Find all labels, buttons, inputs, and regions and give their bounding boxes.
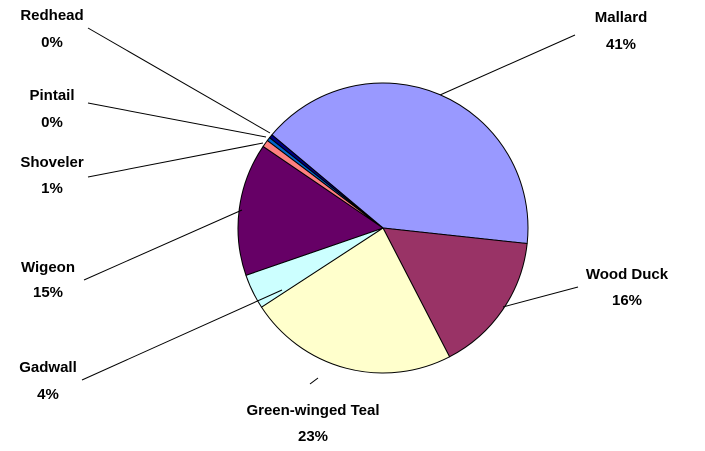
slice-value-label: 23% xyxy=(298,428,328,445)
leader-line xyxy=(309,377,319,385)
slice-label: Gadwall xyxy=(19,359,77,376)
pie-slice xyxy=(237,145,385,276)
slice-value-label: 41% xyxy=(606,36,636,53)
slice-label: Pintail xyxy=(29,87,74,104)
slice-label: Mallard xyxy=(595,9,648,26)
leader-line xyxy=(87,102,267,138)
slice-label: Wigeon xyxy=(21,259,75,276)
pie-slice xyxy=(260,227,451,374)
slice-value-label: 4% xyxy=(37,386,59,403)
slice-value-label: 15% xyxy=(33,284,63,301)
leader-line xyxy=(502,286,579,308)
leader-line xyxy=(87,142,264,178)
slice-value-label: 0% xyxy=(41,34,63,51)
pie-slice xyxy=(271,82,529,245)
slice-label: Green-winged Teal xyxy=(246,402,379,419)
slice-label: Wood Duck xyxy=(586,266,669,283)
leader-line xyxy=(83,209,243,281)
leader-line xyxy=(81,289,283,381)
slice-value-label: 0% xyxy=(41,114,63,131)
slice-label: Shoveler xyxy=(20,154,84,171)
leader-line xyxy=(439,34,576,96)
slice-value-label: 1% xyxy=(41,180,63,197)
leader-line xyxy=(87,27,271,134)
slice-value-label: 16% xyxy=(612,292,642,309)
slice-label: Redhead xyxy=(20,7,83,24)
pie-slice xyxy=(268,134,384,229)
pie-slice xyxy=(382,227,528,358)
